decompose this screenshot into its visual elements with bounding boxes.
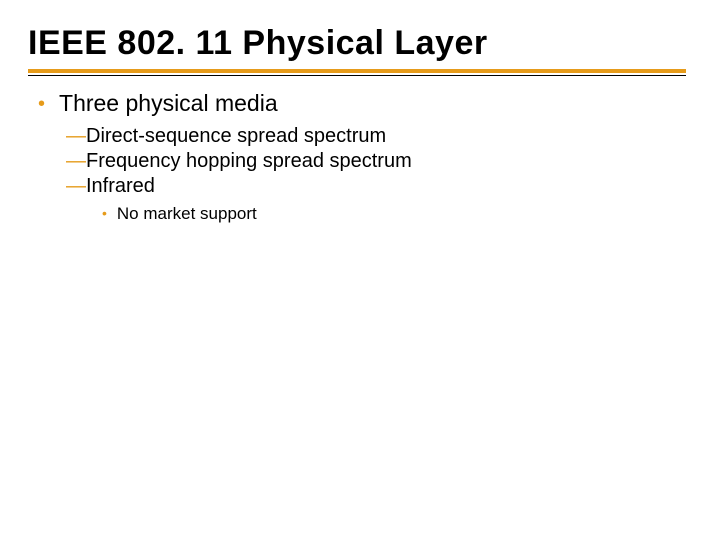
bullet-level2: — Direct-sequence spread spectrum — [66, 125, 692, 148]
bullet-glyph-level1: • — [38, 94, 45, 114]
slide: IEEE 802. 11 Physical Layer • Three phys… — [0, 0, 720, 540]
title-rule-thick — [28, 69, 686, 73]
slide-content: • Three physical media — Direct-sequence… — [28, 90, 692, 224]
bullet-text-level2: Frequency hopping spread spectrum — [86, 150, 412, 173]
bullet-level3: • No market support — [102, 204, 692, 224]
slide-title: IEEE 802. 11 Physical Layer — [28, 24, 692, 63]
bullet-level1: • Three physical media — [38, 90, 692, 117]
bullet-level2: — Infrared — [66, 175, 692, 198]
bullet-glyph-level2: — — [66, 150, 84, 173]
bullet-text-level2: Infrared — [86, 175, 155, 198]
bullet-level2: — Frequency hopping spread spectrum — [66, 150, 692, 173]
bullet-glyph-level2: — — [66, 125, 84, 148]
bullet-text-level2: Direct-sequence spread spectrum — [86, 125, 386, 148]
bullet-glyph-level2: — — [66, 175, 84, 198]
bullet-text-level3: No market support — [117, 204, 257, 224]
bullet-text-level1: Three physical media — [59, 90, 278, 117]
bullet-glyph-level3: • — [102, 205, 107, 221]
title-rule-thin — [28, 75, 686, 76]
